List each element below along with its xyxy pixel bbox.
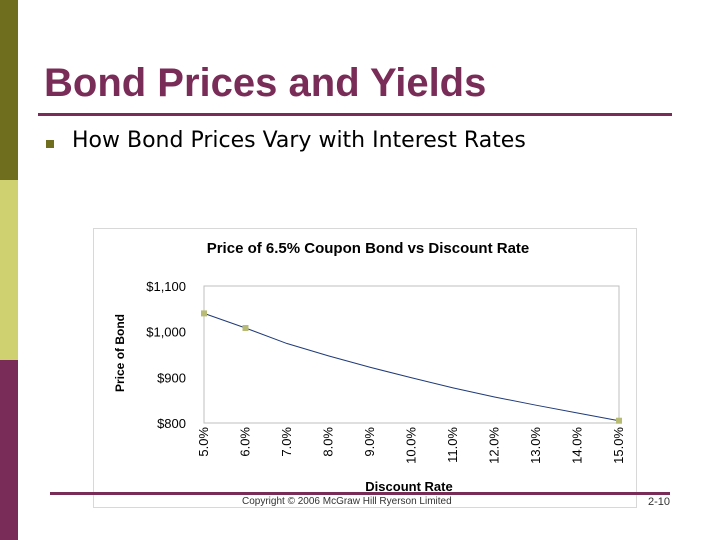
bullet-marker-icon bbox=[46, 140, 54, 148]
x-tick-label: 15.0% bbox=[611, 427, 626, 464]
bond-price-chart: Price of 6.5% Coupon Bond vs Discount Ra… bbox=[113, 240, 626, 494]
y-tick-label: $900 bbox=[157, 370, 186, 385]
x-tick-label: 9.0% bbox=[362, 427, 377, 457]
footer-rule bbox=[50, 492, 670, 495]
x-axis-label: Discount Rate bbox=[365, 479, 452, 494]
x-tick-label: 7.0% bbox=[279, 427, 294, 457]
slide-title: Bond Prices and Yields bbox=[44, 61, 487, 105]
plot-frame bbox=[203, 285, 620, 424]
plot-area: $1,100 $1,000 $900 $800 5.0% 6.0% 7.0% 8.0% 9.0%… bbox=[146, 279, 626, 464]
y-tick-label: $1,100 bbox=[146, 279, 186, 294]
bullet-text: How Bond Prices Vary with Interest Rates bbox=[72, 128, 526, 153]
x-tick-label: 13.0% bbox=[528, 427, 543, 464]
copyright-text: Copyright © 2006 McGraw Hill Ryerson Lim… bbox=[242, 496, 452, 507]
chart-title: Price of 6.5% Coupon Bond vs Discount Ra… bbox=[207, 240, 530, 257]
x-tick-label: 14.0% bbox=[570, 427, 585, 464]
y-axis-label: Price of Bond bbox=[113, 314, 127, 392]
y-tick-label: $1,000 bbox=[146, 325, 186, 340]
title-underline bbox=[38, 113, 672, 116]
series-line bbox=[203, 312, 620, 422]
data-point-marker bbox=[201, 310, 207, 317]
x-tick-label: 10.0% bbox=[404, 427, 419, 464]
sidebar-bottom-bar bbox=[0, 360, 18, 540]
x-tick-label: 6.0% bbox=[238, 427, 253, 457]
sidebar-middle-bar bbox=[0, 180, 18, 360]
y-tick-label: $800 bbox=[157, 416, 186, 431]
x-tick-label: 11.0% bbox=[445, 427, 460, 463]
x-tick-label: 8.0% bbox=[321, 427, 336, 457]
chart-container: Price of 6.5% Coupon Bond vs Discount Ra… bbox=[93, 228, 637, 508]
x-tick-label: 5.0% bbox=[196, 427, 211, 457]
data-point-marker bbox=[242, 325, 249, 332]
page-number: 2-10 bbox=[648, 496, 671, 508]
sidebar-top-bar bbox=[0, 0, 18, 180]
x-tick-label: 12.0% bbox=[487, 427, 502, 464]
data-point-marker bbox=[616, 417, 622, 424]
